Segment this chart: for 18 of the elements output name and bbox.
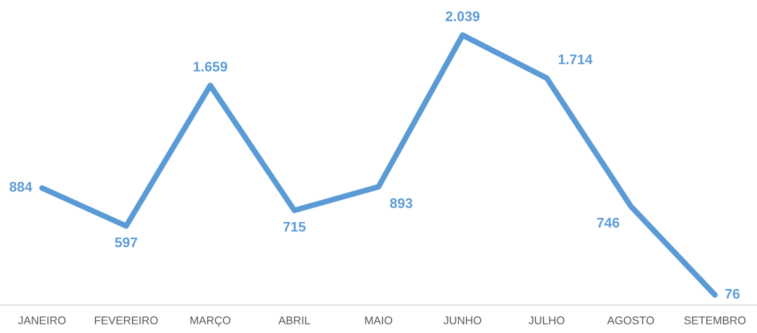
x-tick-label: MARÇO xyxy=(190,316,230,326)
x-tick-label: JANEIRO xyxy=(18,316,66,324)
x-tick-label: AGOSTO xyxy=(607,316,654,324)
data-label: 1.659 xyxy=(194,62,228,72)
x-tick-label: SETEMBRO xyxy=(684,316,746,324)
data-label: 893 xyxy=(390,198,412,208)
x-tick-label: JUNHO xyxy=(444,316,482,324)
data-label: 1.714 xyxy=(558,54,593,64)
data-label: 884 xyxy=(10,182,32,192)
data-label: 746 xyxy=(597,218,620,228)
x-tick-label: FEVEREIRO xyxy=(94,316,158,324)
data-label: 715 xyxy=(283,222,306,232)
x-tick-label: MAIO xyxy=(365,316,392,324)
data-label: 76 xyxy=(725,288,740,299)
x-tick-label: JULHO xyxy=(528,316,564,324)
data-label: 597 xyxy=(115,237,138,248)
data-label: 2.039 xyxy=(446,11,480,22)
x-tick-label: ABRIL xyxy=(278,316,310,324)
